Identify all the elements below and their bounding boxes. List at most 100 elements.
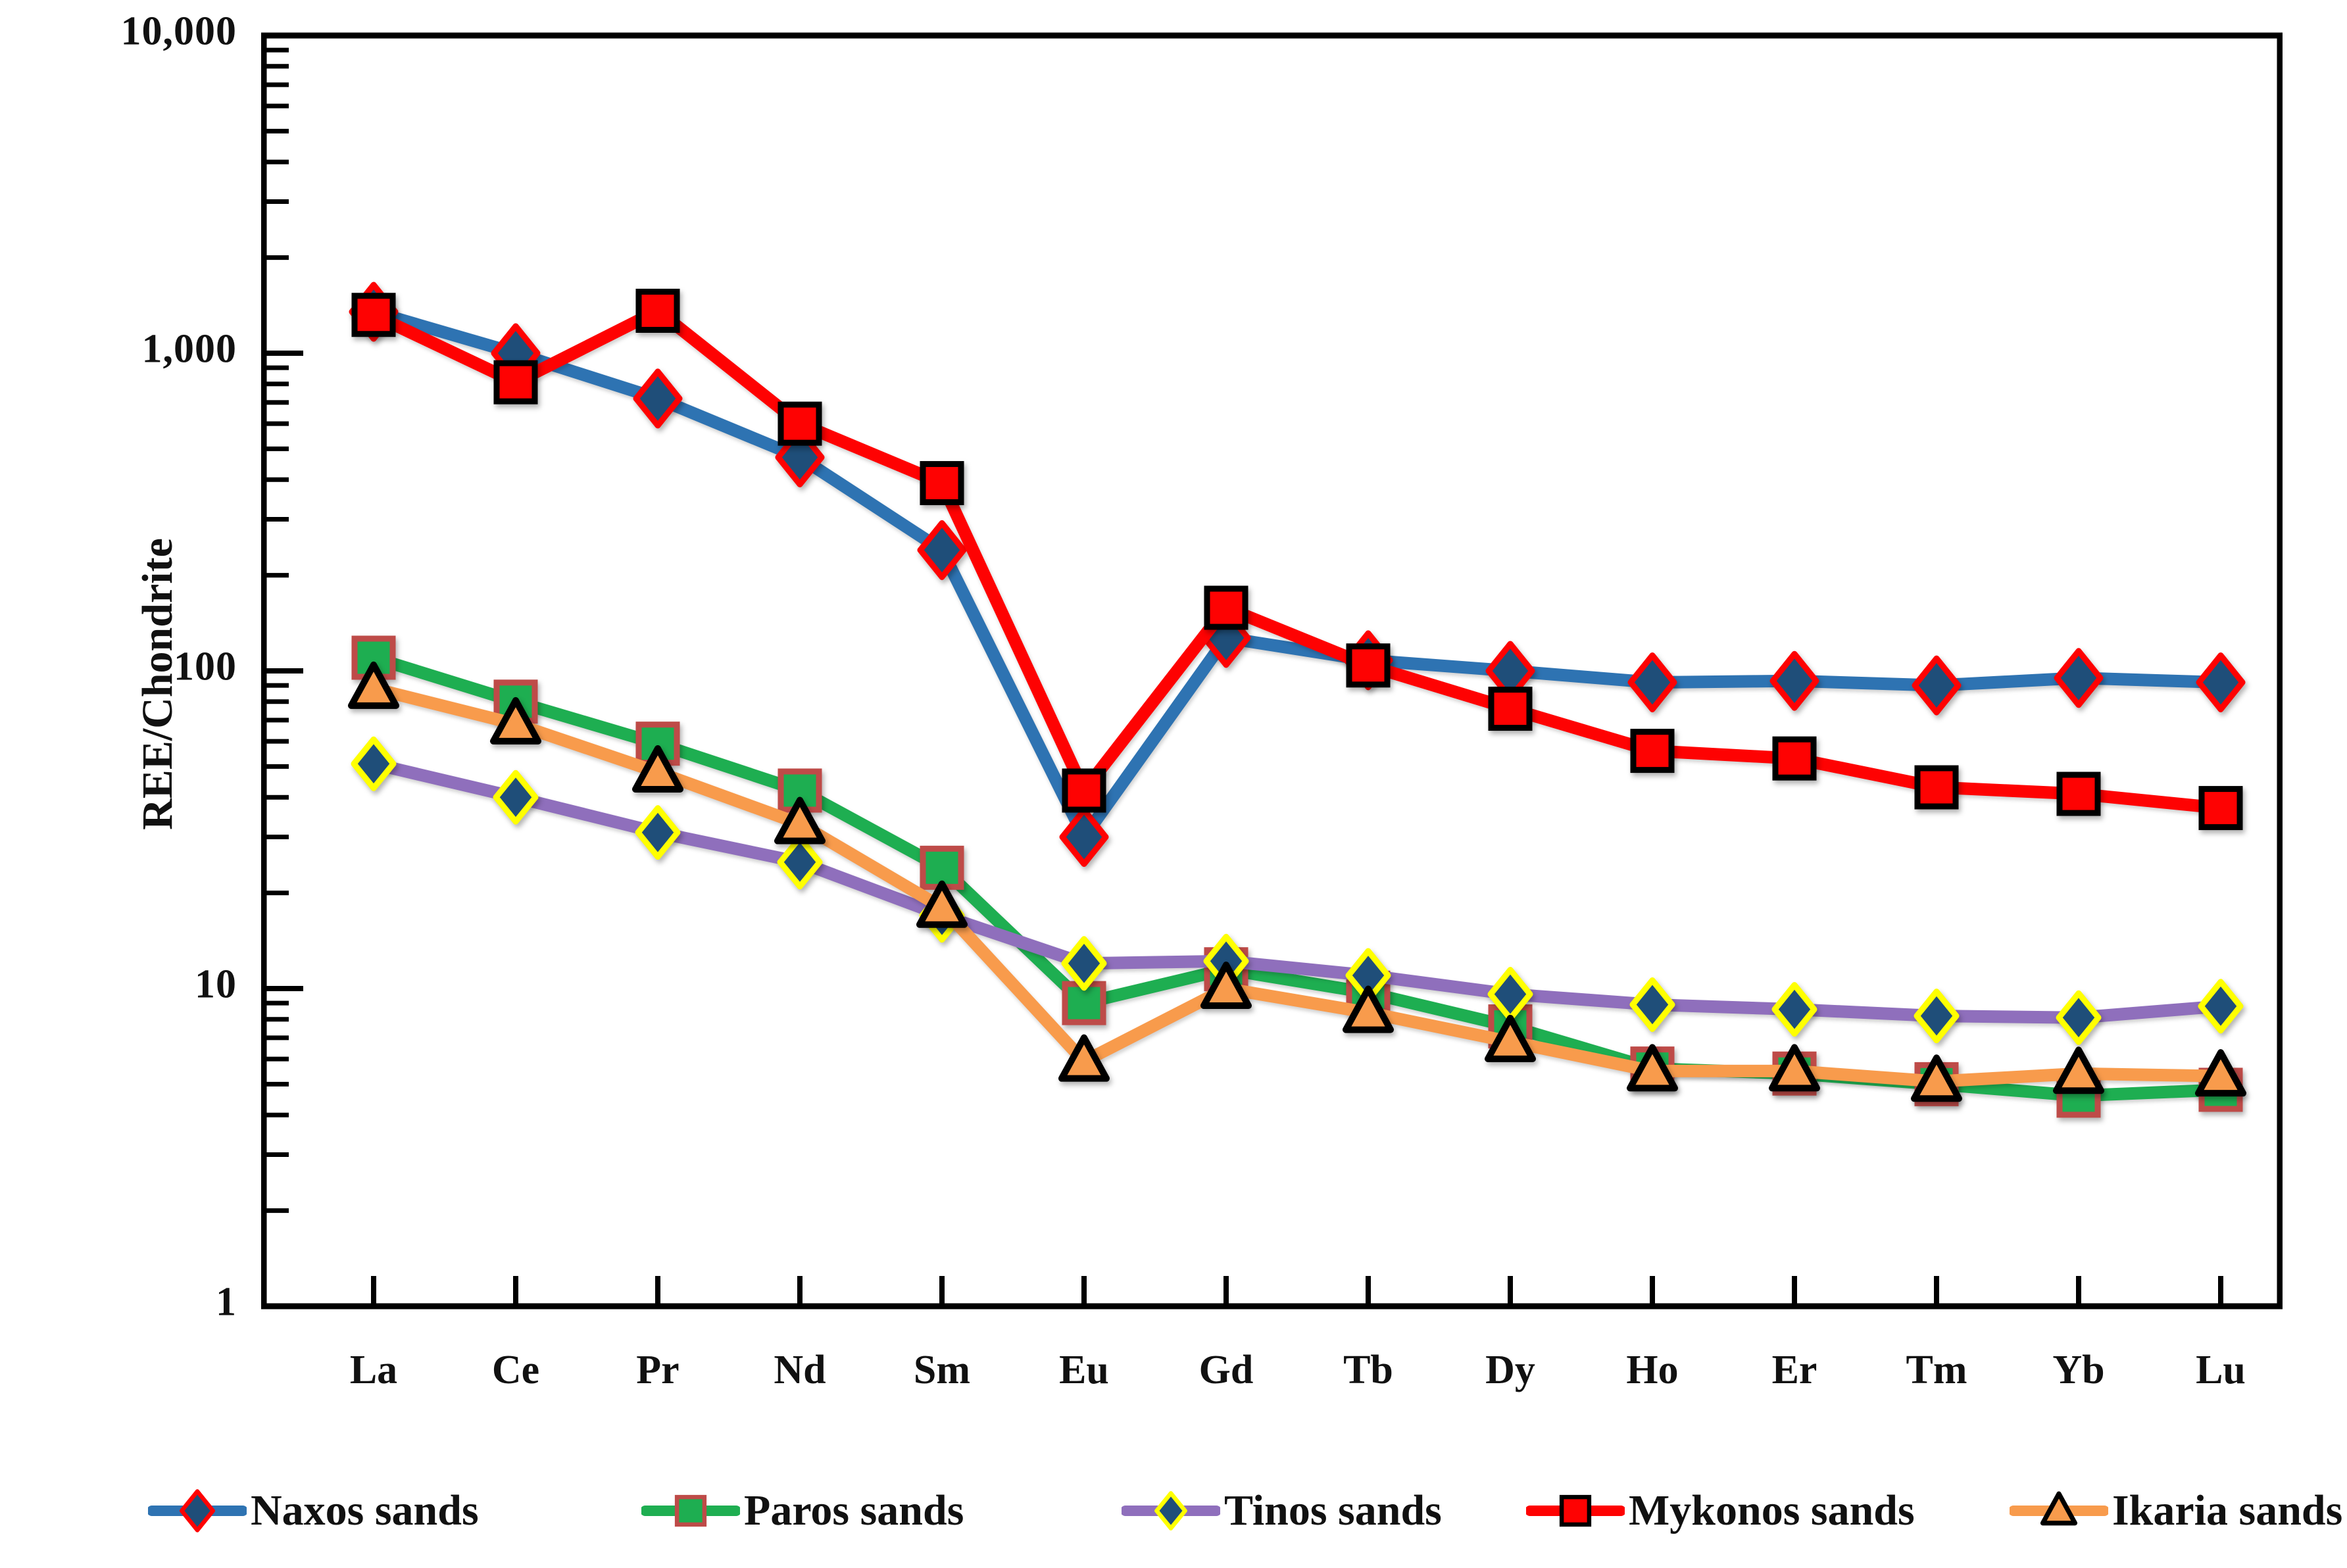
- legend-item-tinos-sands: Tinos sands: [1122, 1481, 1442, 1540]
- data-point-marker: [1627, 652, 1677, 712]
- data-point-marker: [1488, 687, 1533, 731]
- x-category-label-Tb: Tb: [1343, 1348, 1393, 1392]
- y-tick-label-1: 1: [216, 1279, 237, 1325]
- data-point-marker: [1772, 736, 1817, 781]
- data-point-marker: [674, 1494, 707, 1527]
- x-category-label-Ce: Ce: [491, 1348, 540, 1392]
- y-axis-ticks: [264, 33, 303, 1309]
- data-point-marker: [2056, 772, 2101, 816]
- data-point-marker: [1200, 962, 1252, 1009]
- data-point-marker: [632, 745, 683, 793]
- legend-marker: [1154, 1491, 1187, 1531]
- legend-item-naxos-sands: Naxos sands: [148, 1481, 479, 1540]
- data-point-marker: [1062, 768, 1106, 813]
- data-point-marker: [2198, 979, 2244, 1034]
- legend-marker-glyph: [1122, 1491, 1220, 1531]
- data-point-marker: [1058, 1034, 1110, 1082]
- data-point-marker: [1914, 765, 1959, 810]
- x-category-label-Er: Er: [1771, 1348, 1817, 1392]
- series-ikaria-sands: [348, 661, 2246, 1102]
- y-tick-label-100: 100: [174, 644, 237, 689]
- data-point-marker: [2053, 1046, 2104, 1094]
- data-point-marker: [1343, 985, 1394, 1033]
- data-point-marker: [2196, 652, 2246, 712]
- data-point-marker: [774, 796, 826, 845]
- data-point-marker: [1061, 936, 1107, 991]
- data-point-marker: [1485, 1014, 1536, 1062]
- legend-marker-glyph: [2010, 1491, 2108, 1526]
- data-point-marker: [493, 360, 538, 404]
- data-point-marker: [1912, 655, 1962, 716]
- data-point-marker: [490, 697, 541, 745]
- series-paros-sands: [351, 635, 2243, 1118]
- y-tick-label-10: 10: [195, 962, 237, 1007]
- data-point-marker: [1559, 1494, 1592, 1527]
- data-point-marker: [2195, 1049, 2246, 1097]
- legend-marker: [2040, 1491, 2078, 1526]
- data-point-marker: [180, 1489, 215, 1532]
- x-category-label-Ho: Ho: [1626, 1348, 1679, 1392]
- data-point-marker: [2198, 786, 2243, 831]
- x-category-label-Nd: Nd: [774, 1348, 826, 1392]
- data-point-marker: [916, 880, 968, 928]
- x-axis-ticks: [371, 1276, 2223, 1306]
- legend-label: Tinos sands: [1224, 1486, 1442, 1534]
- legend-marker-glyph: [148, 1489, 247, 1532]
- series-markers: [351, 289, 2243, 831]
- data-point-marker: [777, 835, 823, 890]
- series-naxos-sands: [349, 282, 2246, 868]
- plot-area: [261, 32, 2283, 1310]
- series-markers: [351, 635, 2243, 1118]
- x-category-label-Eu: Eu: [1059, 1348, 1109, 1392]
- legend-label: Naxos sands: [251, 1486, 479, 1534]
- legend-label: Mykonos sands: [1629, 1486, 1915, 1534]
- data-point-marker: [2054, 648, 2104, 708]
- legend-marker: [1559, 1494, 1592, 1527]
- y-tick-label-1000: 1,000: [141, 326, 237, 372]
- x-category-label-Lu: Lu: [2196, 1348, 2246, 1392]
- data-point-marker: [351, 293, 396, 337]
- series-markers: [348, 661, 2246, 1102]
- data-point-marker: [778, 401, 822, 446]
- data-point-marker: [2040, 1491, 2078, 1526]
- legend-label: Paros sands: [744, 1486, 964, 1534]
- data-point-marker: [1769, 650, 1819, 711]
- data-point-marker: [1059, 807, 1109, 868]
- series-line: [367, 682, 2227, 1088]
- legend-item-ikaria-sands: Ikaria sands: [2010, 1481, 2342, 1540]
- x-category-label-Gd: Gd: [1198, 1348, 1254, 1392]
- legend-marker: [674, 1494, 707, 1527]
- x-category-label-Tm: Tm: [1906, 1348, 1967, 1392]
- legend-item-mykonos-sands: Mykonos sands: [1526, 1481, 1915, 1540]
- data-point-marker: [2056, 990, 2102, 1045]
- y-tick-label-10000: 10,000: [120, 9, 237, 54]
- series-markers: [349, 282, 2246, 868]
- series-mykonos-sands: [351, 289, 2243, 831]
- data-point-marker: [1911, 1054, 1962, 1102]
- series-line: [367, 757, 2227, 1024]
- legend-marker-glyph: [641, 1494, 740, 1527]
- data-point-marker: [493, 770, 539, 825]
- x-category-label-Yb: Yb: [2052, 1348, 2105, 1392]
- data-point-marker: [1204, 585, 1248, 630]
- data-point-marker: [633, 368, 683, 429]
- legend-item-paros-sands: Paros sands: [641, 1481, 964, 1540]
- x-category-label-Sm: Sm: [913, 1348, 971, 1392]
- plot-border: [261, 32, 2283, 1310]
- data-point-marker: [1629, 977, 1675, 1032]
- x-category-label-Dy: Dy: [1485, 1348, 1535, 1392]
- data-point-marker: [635, 805, 681, 860]
- data-point-marker: [1769, 1044, 1820, 1092]
- data-point-marker: [348, 661, 399, 709]
- data-point-marker: [1154, 1491, 1187, 1531]
- legend-marker: [180, 1489, 215, 1532]
- data-point-marker: [1630, 729, 1675, 773]
- data-point-marker: [1346, 643, 1391, 688]
- data-point-marker: [917, 520, 967, 580]
- data-point-marker: [1914, 989, 1960, 1044]
- legend-marker-glyph: [1526, 1494, 1625, 1527]
- data-point-marker: [351, 736, 397, 791]
- data-point-marker: [635, 289, 680, 333]
- x-category-label-La: La: [349, 1348, 398, 1392]
